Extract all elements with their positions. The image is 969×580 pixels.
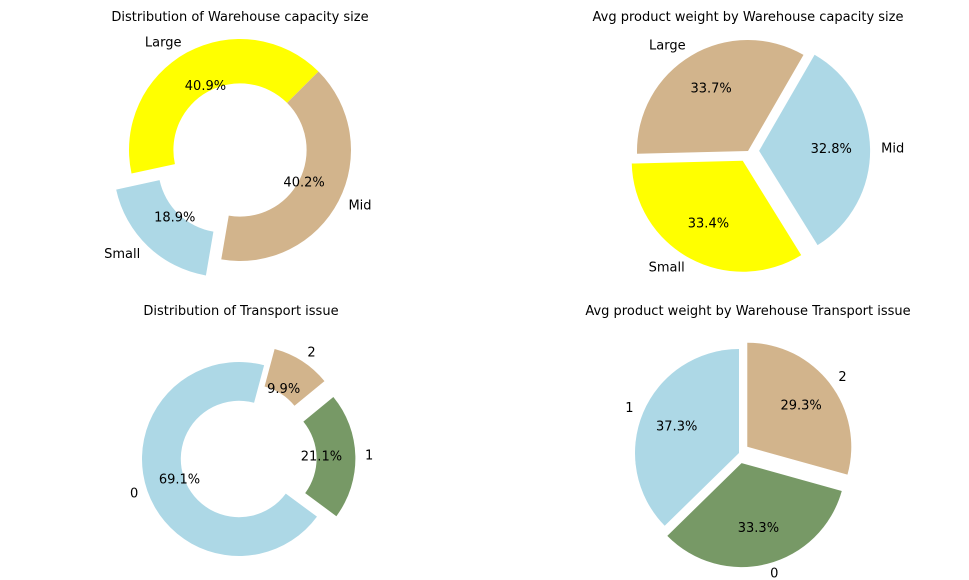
category-label: 2: [838, 370, 846, 385]
category-label: Large: [649, 39, 686, 54]
category-label: 0: [130, 487, 138, 502]
pie-slice-0: [142, 362, 317, 556]
chart-title-1: Distribution of Warehouse capacity size: [111, 10, 368, 25]
pie-slice-large: [128, 38, 319, 174]
pie-slice-1: [303, 396, 356, 517]
pct-label: 18.9%: [154, 211, 195, 226]
chart-title-4: Avg product weight by Warehouse Transpor…: [585, 304, 910, 319]
pie-chart-4: 37.3% 1 33.3% 0 29.3% 2: [625, 342, 852, 580]
pct-label: 29.3%: [780, 398, 821, 413]
category-label: Mid: [348, 199, 371, 214]
pct-label: 21.1%: [301, 449, 342, 464]
category-label: Small: [104, 247, 140, 262]
pie-slice-2: [264, 348, 325, 406]
pct-label: 37.3%: [656, 419, 697, 434]
category-label: Mid: [881, 141, 904, 156]
pie-slice-2: [747, 342, 852, 475]
category-label: 1: [625, 401, 633, 416]
pct-label: 40.9%: [185, 79, 226, 94]
pie-slice-1: [634, 349, 739, 526]
category-label: Small: [649, 261, 685, 276]
category-label: 2: [307, 346, 315, 361]
pie-slice-large: [636, 39, 804, 154]
pct-label: 32.8%: [811, 142, 852, 157]
pct-label: 69.1%: [159, 472, 200, 487]
category-label: 1: [365, 448, 373, 463]
pct-label: 9.9%: [267, 382, 300, 397]
chart-title-3: Distribution of Transport issue: [143, 304, 338, 319]
category-label: Large: [145, 35, 182, 50]
pct-label: 40.2%: [283, 176, 324, 191]
pie-slice-mid: [221, 71, 352, 262]
category-label: 0: [770, 566, 778, 580]
pie-chart-3: 69.1% 0 21.1% 1 9.9% 2: [130, 346, 373, 556]
pct-label: 33.3%: [738, 521, 779, 536]
pie-chart-2: 33.7% Large 33.4% Small 32.8% Mid: [631, 39, 904, 276]
pie-slice-mid: [759, 54, 871, 246]
pie-chart-1: 40.9% Large 18.9% Small 40.2% Mid: [104, 35, 372, 276]
pct-label: 33.4%: [688, 217, 729, 232]
pie-slice-0: [667, 463, 842, 568]
pct-label: 33.7%: [690, 81, 731, 96]
pie-slice-small: [631, 160, 802, 272]
pie-slice-small: [116, 180, 214, 276]
chart-title-2: Avg product weight by Warehouse capacity…: [593, 10, 904, 25]
